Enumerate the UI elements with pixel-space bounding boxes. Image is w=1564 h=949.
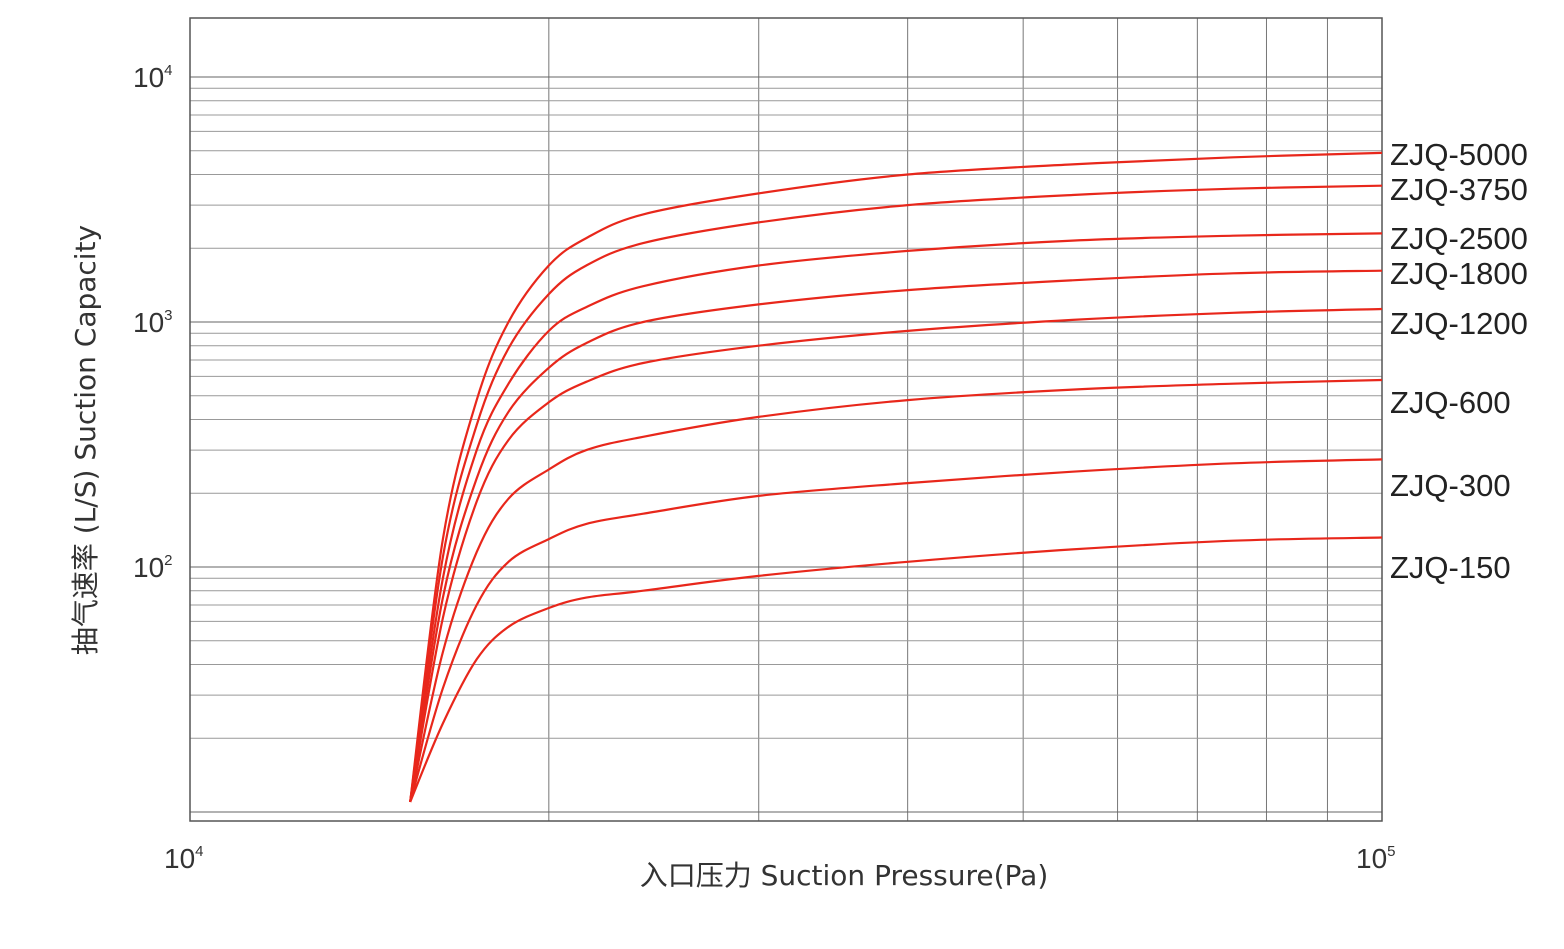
- y-tick-label: 103: [133, 307, 173, 338]
- x-tick-label: 104: [164, 843, 204, 874]
- x-axis-title: 入口压力 Suction Pressure(Pa): [640, 859, 1049, 892]
- series-label-zjq-150: ZJQ-150: [1390, 550, 1511, 585]
- y-tick-label: 104: [133, 62, 173, 93]
- series-label-zjq-600: ZJQ-600: [1390, 385, 1511, 420]
- grid: [190, 18, 1382, 821]
- tick-labels: 104 103 102 104 105: [133, 62, 1396, 874]
- series-lines: [409, 151, 1383, 803]
- series-line-zjq-2500: [409, 232, 1383, 803]
- series-label-zjq-2500: ZJQ-2500: [1390, 221, 1528, 256]
- series-line-zjq-150: [409, 536, 1383, 803]
- y-tick-label: 102: [133, 552, 173, 583]
- series-line-zjq-1200: [409, 307, 1383, 803]
- y-axis-title: 抽气速率 (L/S) Suction Capacity: [69, 225, 102, 655]
- series-label-zjq-1200: ZJQ-1200: [1390, 306, 1528, 341]
- series-label-zjq-300: ZJQ-300: [1390, 468, 1511, 503]
- series-line-zjq-600: [409, 378, 1383, 803]
- series-label-zjq-5000: ZJQ-5000: [1390, 137, 1528, 172]
- series-line-zjq-3750: [409, 184, 1383, 803]
- series-line-zjq-5000: [409, 151, 1383, 803]
- series-label-zjq-1800: ZJQ-1800: [1390, 256, 1528, 291]
- series-line-zjq-300: [409, 458, 1383, 803]
- series-label-zjq-3750: ZJQ-3750: [1390, 172, 1528, 207]
- plot-frame: [189, 17, 1383, 822]
- series-line-zjq-1800: [409, 269, 1383, 803]
- x-tick-label: 105: [1356, 843, 1396, 874]
